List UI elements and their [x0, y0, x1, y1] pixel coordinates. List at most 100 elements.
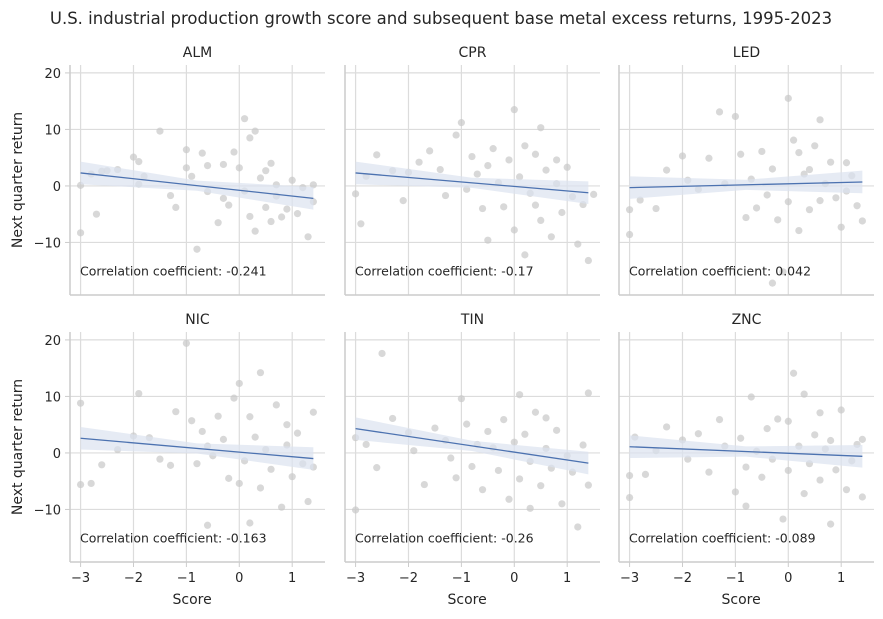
- x-tick-label: −1: [177, 571, 196, 586]
- x-tick-label: −3: [620, 571, 639, 586]
- scatter-point: [219, 194, 228, 202]
- x-axis-label: Score: [722, 592, 761, 608]
- panel-znc: −3 −2 −1 0 1 ZNC Correlation coefficient: -0.0…: [618, 312, 874, 608]
- scatter-point: [256, 174, 265, 182]
- scatter-point: [800, 490, 808, 498]
- scatter-point: [837, 406, 845, 414]
- scatter-point: [553, 156, 561, 164]
- scatter-point: [526, 504, 534, 512]
- scatter-point: [156, 455, 164, 463]
- scatter-point: [272, 401, 280, 409]
- scatter-point: [478, 204, 487, 213]
- scatter-point: [747, 393, 755, 401]
- scatter-point: [758, 473, 766, 481]
- scatter-point: [484, 236, 492, 244]
- regression-line: [355, 172, 589, 194]
- scatter-point: [267, 465, 275, 473]
- regression-line: [80, 172, 314, 200]
- scatter-point: [531, 201, 540, 209]
- scatter-point: [705, 154, 713, 162]
- scatter-point: [182, 164, 190, 172]
- scatter-point: [431, 424, 439, 432]
- scatter-point: [579, 441, 587, 449]
- y-axis-label: Next quarter return: [10, 112, 26, 248]
- scatter-point: [362, 440, 370, 449]
- scatter-point: [521, 430, 529, 438]
- scatter-point: [563, 163, 571, 171]
- scatter-point: [293, 429, 302, 437]
- correlation-annotation: Correlation coefficient: -0.26: [355, 531, 534, 546]
- panel-title: NIC: [185, 312, 210, 328]
- chart-title: U.S. industrial production growth score …: [50, 9, 832, 28]
- scatter-point: [625, 471, 634, 480]
- scatter-point: [246, 212, 254, 221]
- scatter-point: [304, 497, 312, 506]
- correlation-annotation: Correlation coefficient: 0.042: [629, 264, 811, 279]
- scatter-point: [558, 208, 566, 217]
- scatter-point: [267, 159, 275, 167]
- x-tick-label: 0: [784, 571, 792, 586]
- scatter-point: [373, 151, 381, 159]
- scatter-point: [758, 147, 766, 156]
- scatter-point: [415, 158, 423, 166]
- scatter-point: [505, 156, 513, 164]
- panel-title: CPR: [459, 45, 487, 61]
- scatter-point: [715, 415, 724, 424]
- scatter-point: [625, 230, 634, 239]
- scatter-point: [468, 462, 476, 471]
- scatter-point: [858, 435, 866, 443]
- scatter-point: [478, 486, 487, 494]
- scatter-point: [625, 206, 634, 214]
- x-tick-label: 1: [837, 571, 845, 586]
- scatter-point: [547, 233, 555, 241]
- scatter-point: [842, 486, 851, 494]
- scatter-point: [473, 170, 481, 178]
- scatter-point: [293, 210, 302, 218]
- scatter-point: [510, 226, 518, 234]
- scatter-point: [251, 433, 259, 441]
- scatter-point: [172, 408, 180, 416]
- scatter-point: [805, 206, 814, 214]
- scatter-point: [827, 158, 835, 166]
- scatter-point: [641, 470, 650, 479]
- scatter-point: [267, 217, 275, 226]
- scatter-point: [188, 172, 196, 180]
- y-tick-label: −10: [34, 503, 61, 518]
- scatter-point: [235, 164, 243, 172]
- scatter-point: [246, 134, 254, 142]
- scatter-point: [584, 481, 592, 489]
- scatter-point: [858, 493, 866, 501]
- scatter-point: [193, 460, 201, 468]
- scatter-point: [705, 468, 713, 476]
- x-tick-label: −3: [71, 571, 90, 586]
- scatter-point: [505, 495, 513, 503]
- scatter-point: [278, 503, 286, 511]
- scatter-point: [816, 409, 824, 417]
- scatter-point: [378, 349, 386, 358]
- scatter-point: [789, 369, 798, 377]
- scatter-point: [410, 447, 418, 455]
- x-axis-label: Score: [448, 592, 487, 608]
- scatter-point: [742, 463, 750, 471]
- scatter-point: [357, 220, 365, 228]
- correlation-annotation: Correlation coefficient: -0.17: [355, 264, 534, 279]
- scatter-point: [515, 173, 524, 181]
- scatter-point: [800, 390, 808, 398]
- scatter-point: [182, 339, 190, 347]
- y-tick-label: 10: [44, 390, 61, 405]
- scatter-point: [811, 142, 819, 150]
- scatter-point: [715, 108, 724, 116]
- scatter-point: [763, 425, 771, 433]
- scatter-point: [731, 488, 739, 496]
- x-axis-label: Score: [173, 592, 212, 608]
- scatter-point: [225, 201, 233, 209]
- scatter-point: [590, 190, 598, 199]
- scatter-point: [779, 268, 787, 276]
- scatter-point: [436, 165, 444, 174]
- scatter-point: [484, 427, 492, 436]
- scatter-point: [515, 391, 524, 399]
- scatter-point: [558, 500, 566, 508]
- scatter-point: [837, 223, 845, 231]
- y-axis-label: Next quarter return: [10, 379, 26, 515]
